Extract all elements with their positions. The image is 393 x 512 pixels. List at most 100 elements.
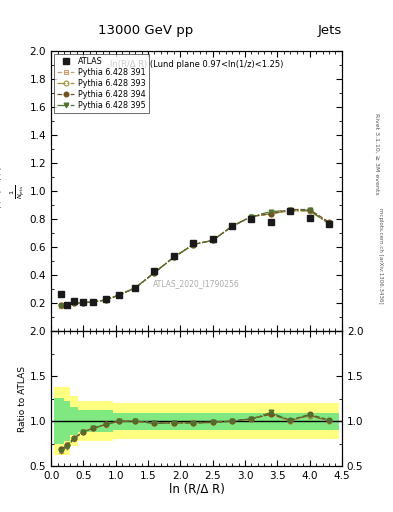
Pythia 6.428 394: [230, 223, 234, 229]
Pythia 6.428 395: [152, 269, 157, 275]
ATLAS: [65, 302, 70, 308]
Pythia 6.428 391: [230, 223, 234, 229]
Pythia 6.428 395: [210, 237, 215, 243]
Pythia 6.428 394: [171, 254, 176, 260]
Pythia 6.428 395: [81, 300, 86, 306]
Pythia 6.428 393: [59, 303, 63, 309]
Pythia 6.428 394: [65, 302, 70, 308]
Legend: ATLAS, Pythia 6.428 391, Pythia 6.428 393, Pythia 6.428 394, Pythia 6.428 395: ATLAS, Pythia 6.428 391, Pythia 6.428 39…: [53, 54, 149, 113]
Line: Pythia 6.428 394: Pythia 6.428 394: [58, 207, 331, 308]
Pythia 6.428 393: [72, 301, 76, 307]
Pythia 6.428 395: [117, 292, 121, 298]
Text: 13000 GeV pp: 13000 GeV pp: [98, 24, 193, 37]
Pythia 6.428 391: [327, 221, 331, 227]
ATLAS: [249, 216, 254, 222]
Pythia 6.428 394: [307, 206, 312, 212]
Line: Pythia 6.428 391: Pythia 6.428 391: [58, 208, 331, 309]
Pythia 6.428 393: [152, 269, 157, 275]
ATLAS: [307, 215, 312, 221]
Pythia 6.428 393: [81, 300, 86, 306]
Text: $\frac{1}{N_{\rm jets}}$: $\frac{1}{N_{\rm jets}}$: [8, 184, 27, 199]
X-axis label: ln (R/Δ R): ln (R/Δ R): [169, 482, 224, 495]
Pythia 6.428 395: [133, 285, 138, 291]
Pythia 6.428 394: [133, 285, 138, 291]
ATLAS: [133, 285, 138, 291]
Pythia 6.428 391: [59, 303, 63, 309]
Pythia 6.428 391: [133, 285, 138, 291]
Text: Rivet 3.1.10, ≥ 3M events: Rivet 3.1.10, ≥ 3M events: [374, 113, 379, 195]
Pythia 6.428 393: [104, 297, 108, 303]
Text: Jets: Jets: [318, 24, 342, 37]
Pythia 6.428 394: [288, 206, 292, 212]
Pythia 6.428 391: [249, 214, 254, 220]
Pythia 6.428 395: [249, 214, 254, 220]
Pythia 6.428 393: [249, 214, 254, 220]
Pythia 6.428 395: [191, 242, 196, 248]
Pythia 6.428 391: [210, 237, 215, 243]
Pythia 6.428 395: [91, 299, 95, 305]
ATLAS: [191, 240, 196, 246]
Pythia 6.428 393: [288, 208, 292, 214]
ATLAS: [327, 221, 331, 227]
Pythia 6.428 395: [268, 208, 273, 215]
Text: ATLAS_2020_I1790256: ATLAS_2020_I1790256: [153, 279, 240, 288]
Pythia 6.428 394: [327, 219, 331, 225]
Pythia 6.428 391: [65, 302, 70, 308]
Text: ln(R/Δ R) (Lund plane 0.97<ln(1/z)<1.25): ln(R/Δ R) (Lund plane 0.97<ln(1/z)<1.25): [110, 59, 283, 69]
Pythia 6.428 393: [327, 221, 331, 227]
Pythia 6.428 391: [152, 269, 157, 275]
Line: Pythia 6.428 393: Pythia 6.428 393: [58, 208, 331, 308]
Pythia 6.428 393: [191, 242, 196, 248]
ATLAS: [81, 299, 86, 305]
Pythia 6.428 391: [117, 292, 121, 298]
ATLAS: [268, 219, 273, 225]
Line: Pythia 6.428 395: Pythia 6.428 395: [58, 208, 331, 309]
ATLAS: [104, 296, 108, 302]
Pythia 6.428 395: [171, 254, 176, 260]
Pythia 6.428 393: [65, 302, 70, 308]
Pythia 6.428 394: [91, 299, 95, 305]
Pythia 6.428 393: [210, 237, 215, 243]
ATLAS: [288, 208, 292, 214]
Pythia 6.428 391: [307, 208, 312, 214]
Pythia 6.428 395: [307, 207, 312, 214]
Pythia 6.428 391: [104, 297, 108, 303]
Pythia 6.428 391: [91, 299, 95, 305]
ATLAS: [152, 268, 157, 274]
Pythia 6.428 395: [59, 303, 63, 309]
Pythia 6.428 394: [104, 297, 108, 303]
Pythia 6.428 395: [65, 303, 70, 309]
Pythia 6.428 393: [171, 254, 176, 260]
Pythia 6.428 391: [288, 208, 292, 214]
Pythia 6.428 394: [152, 269, 157, 275]
Pythia 6.428 391: [191, 242, 196, 248]
Pythia 6.428 393: [268, 210, 273, 217]
Pythia 6.428 393: [133, 285, 138, 291]
Pythia 6.428 394: [72, 301, 76, 307]
Pythia 6.428 393: [91, 299, 95, 305]
Pythia 6.428 391: [81, 300, 86, 306]
Text: mcplots.cern.ch [arXiv:1306.3436]: mcplots.cern.ch [arXiv:1306.3436]: [378, 208, 383, 304]
Pythia 6.428 394: [191, 242, 196, 248]
Pythia 6.428 395: [72, 301, 76, 307]
Pythia 6.428 395: [327, 221, 331, 227]
Pythia 6.428 394: [249, 214, 254, 220]
Pythia 6.428 394: [268, 210, 273, 217]
Pythia 6.428 395: [104, 297, 108, 303]
Pythia 6.428 394: [81, 300, 86, 306]
Y-axis label: $\frac{d^2 N_{\rm emissions}}{d\ln(R/\Delta R)\,d\ln(1/z)}$: $\frac{d^2 N_{\rm emissions}}{d\ln(R/\De…: [0, 165, 5, 218]
ATLAS: [117, 292, 121, 298]
Pythia 6.428 395: [230, 223, 234, 229]
Pythia 6.428 395: [288, 207, 292, 214]
Pythia 6.428 391: [268, 210, 273, 217]
Pythia 6.428 391: [171, 254, 176, 260]
ATLAS: [171, 253, 176, 259]
ATLAS: [230, 223, 234, 229]
Y-axis label: Ratio to ATLAS: Ratio to ATLAS: [18, 366, 27, 432]
Pythia 6.428 393: [230, 223, 234, 229]
ATLAS: [210, 236, 215, 242]
ATLAS: [72, 297, 76, 304]
Pythia 6.428 394: [117, 292, 121, 298]
Pythia 6.428 393: [117, 292, 121, 298]
ATLAS: [59, 290, 63, 296]
